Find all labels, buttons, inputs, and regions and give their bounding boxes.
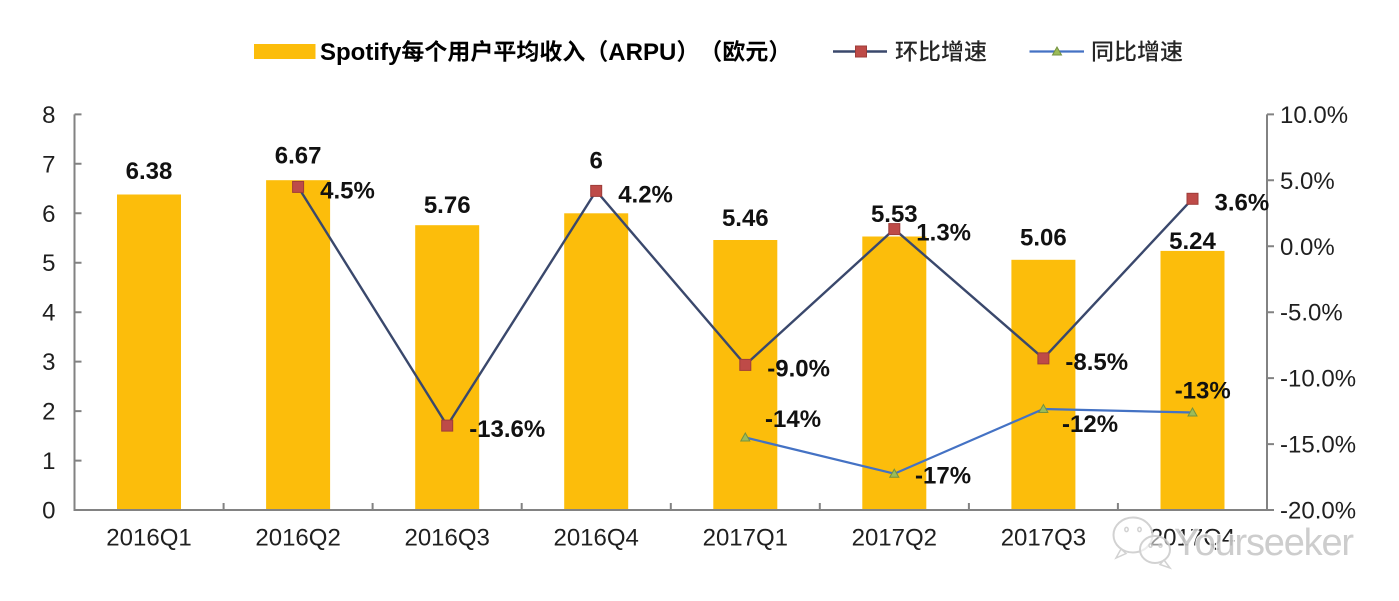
svg-text:6.67: 6.67: [275, 143, 322, 170]
svg-text:5.24: 5.24: [1169, 228, 1216, 255]
svg-text:2017Q2: 2017Q2: [852, 525, 937, 552]
svg-text:3: 3: [42, 349, 55, 376]
svg-text:-20.0%: -20.0%: [1280, 498, 1356, 525]
svg-text:5.0%: 5.0%: [1280, 168, 1335, 195]
svg-text:5: 5: [42, 250, 55, 277]
svg-text:2016Q4: 2016Q4: [553, 525, 638, 552]
svg-text:Spotify: Spotify: [320, 39, 402, 66]
svg-text:5.53: 5.53: [871, 201, 918, 228]
svg-text:-9.0%: -9.0%: [767, 355, 830, 382]
svg-text:0.0%: 0.0%: [1280, 234, 1335, 261]
svg-text:2017Q1: 2017Q1: [703, 525, 788, 552]
svg-text:5.06: 5.06: [1020, 225, 1067, 252]
svg-text:6: 6: [590, 148, 603, 175]
svg-text:-13.6%: -13.6%: [469, 416, 545, 443]
svg-text:-17%: -17%: [915, 463, 971, 490]
svg-text:7: 7: [42, 151, 55, 178]
svg-text:ARPU: ARPU: [608, 39, 676, 66]
svg-text:-15.0%: -15.0%: [1280, 432, 1356, 459]
svg-text:2016Q1: 2016Q1: [106, 525, 191, 552]
svg-text:-14%: -14%: [765, 406, 821, 433]
svg-text:4: 4: [42, 300, 55, 327]
svg-text:-8.5%: -8.5%: [1065, 349, 1128, 376]
svg-text:1: 1: [42, 448, 55, 475]
svg-text:0: 0: [42, 498, 55, 525]
svg-text:10.0%: 10.0%: [1280, 102, 1348, 129]
svg-text:Yourseeker: Yourseeker: [1174, 522, 1354, 564]
svg-text:6.38: 6.38: [126, 158, 173, 185]
svg-text:2: 2: [42, 399, 55, 426]
svg-text:3.6%: 3.6%: [1215, 189, 1270, 216]
svg-text:6: 6: [42, 201, 55, 228]
svg-text:2016Q3: 2016Q3: [404, 525, 489, 552]
svg-text:5.46: 5.46: [722, 205, 769, 232]
svg-text:2017Q3: 2017Q3: [1001, 525, 1086, 552]
svg-text:4.2%: 4.2%: [618, 181, 673, 208]
svg-text:2016Q2: 2016Q2: [255, 525, 340, 552]
svg-text:8: 8: [42, 102, 55, 129]
svg-text:-10.0%: -10.0%: [1280, 366, 1356, 393]
svg-text:-12%: -12%: [1062, 411, 1118, 438]
svg-text:-13%: -13%: [1175, 378, 1231, 405]
svg-text:1.3%: 1.3%: [916, 220, 971, 247]
svg-text:-5.0%: -5.0%: [1280, 300, 1343, 327]
svg-text:4.5%: 4.5%: [320, 177, 375, 204]
svg-text:5.76: 5.76: [424, 192, 471, 219]
